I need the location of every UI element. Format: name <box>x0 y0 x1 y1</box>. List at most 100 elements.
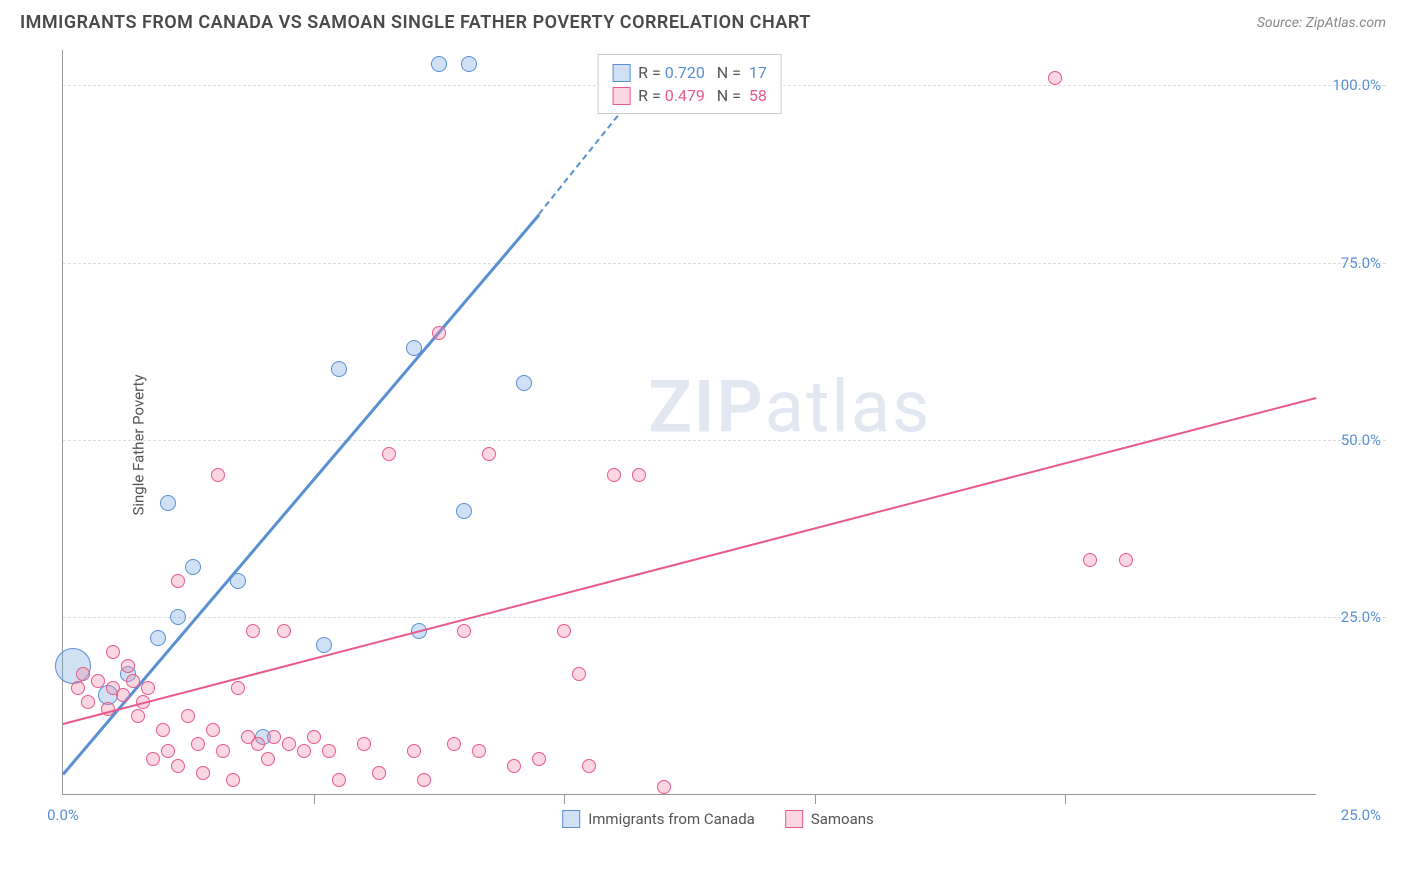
data-point <box>196 766 210 780</box>
data-point <box>461 56 477 72</box>
data-point <box>322 744 336 758</box>
scatter-plot: ZIPatlas R = 0.720 N = 17 R = 0.479 N = 5… <box>62 50 1316 795</box>
x-tick-label: 25.0% <box>1341 806 1381 824</box>
trend-line-dashed <box>538 107 625 215</box>
legend-item: Immigrants from Canada <box>562 810 755 828</box>
chart-area: Single Father Poverty ZIPatlas R = 0.720… <box>50 50 1386 840</box>
gridline-vertical <box>564 794 565 804</box>
data-point <box>141 681 155 695</box>
data-point <box>607 468 621 482</box>
data-point <box>246 624 260 638</box>
data-point <box>71 681 85 695</box>
data-point <box>417 773 431 787</box>
y-tick-label: 25.0% <box>1341 608 1381 626</box>
gridline-horizontal <box>63 440 1386 441</box>
data-point <box>557 624 571 638</box>
data-point <box>372 766 386 780</box>
trend-line <box>62 213 540 775</box>
data-point <box>191 737 205 751</box>
legend-swatch <box>562 810 580 828</box>
data-point <box>261 752 275 766</box>
legend-label: Samoans <box>811 810 874 828</box>
data-point <box>106 645 120 659</box>
y-tick-label: 50.0% <box>1341 431 1381 449</box>
data-point <box>226 773 240 787</box>
chart-title: IMMIGRANTS FROM CANADA VS SAMOAN SINGLE … <box>20 12 811 33</box>
gridline-vertical <box>314 794 315 804</box>
gridline-horizontal <box>63 617 1386 618</box>
data-point <box>357 737 371 751</box>
data-point <box>211 468 225 482</box>
data-point <box>331 361 347 377</box>
legend-stats: R = 0.479 N = 58 <box>638 86 767 105</box>
x-tick-label: 0.0% <box>47 806 79 824</box>
data-point <box>1048 71 1062 85</box>
legend-swatch <box>785 810 803 828</box>
legend-row: R = 0.479 N = 58 <box>612 84 767 107</box>
data-point <box>532 752 546 766</box>
y-tick-label: 100.0% <box>1332 76 1381 94</box>
data-point <box>171 759 185 773</box>
data-point <box>126 674 140 688</box>
data-point <box>121 659 135 673</box>
legend-swatch <box>612 64 630 82</box>
legend-row: R = 0.720 N = 17 <box>612 61 767 84</box>
data-point <box>332 773 346 787</box>
watermark: ZIPatlas <box>648 365 931 450</box>
data-point <box>277 624 291 638</box>
data-point <box>81 695 95 709</box>
data-point <box>131 709 145 723</box>
data-point <box>507 759 521 773</box>
data-point <box>116 688 130 702</box>
data-point <box>572 667 586 681</box>
data-point <box>170 609 186 625</box>
y-tick-label: 75.0% <box>1341 254 1381 272</box>
legend-swatch <box>612 87 630 105</box>
data-point <box>282 737 296 751</box>
data-point <box>431 56 447 72</box>
source-attribution: Source: ZipAtlas.com <box>1257 15 1386 31</box>
data-point <box>156 723 170 737</box>
data-point <box>472 744 486 758</box>
gridline-vertical <box>815 794 816 804</box>
data-point <box>216 744 230 758</box>
data-point <box>76 667 90 681</box>
data-point <box>146 752 160 766</box>
data-point <box>447 737 461 751</box>
series-legend: Immigrants from Canada Samoans <box>562 810 874 828</box>
data-point <box>171 574 185 588</box>
legend-stats: R = 0.720 N = 17 <box>638 63 767 82</box>
data-point <box>161 744 175 758</box>
source-label: Source: <box>1257 15 1302 31</box>
legend-label: Immigrants from Canada <box>588 810 755 828</box>
data-point <box>1083 553 1097 567</box>
data-point <box>267 730 281 744</box>
data-point <box>181 709 195 723</box>
data-point <box>432 326 446 340</box>
data-point <box>456 503 472 519</box>
data-point <box>91 674 105 688</box>
data-point <box>382 447 396 461</box>
data-point <box>1119 553 1133 567</box>
data-point <box>307 730 321 744</box>
data-point <box>516 375 532 391</box>
source-value: ZipAtlas.com <box>1306 15 1386 31</box>
data-point <box>150 630 166 646</box>
data-point <box>316 637 332 653</box>
data-point <box>231 681 245 695</box>
data-point <box>160 495 176 511</box>
data-point <box>457 624 471 638</box>
data-point <box>482 447 496 461</box>
data-point <box>185 559 201 575</box>
data-point <box>657 780 671 794</box>
legend-item: Samoans <box>785 810 874 828</box>
data-point <box>407 744 421 758</box>
data-point <box>251 737 265 751</box>
data-point <box>297 744 311 758</box>
gridline-vertical <box>1065 794 1066 804</box>
data-point <box>206 723 220 737</box>
data-point <box>582 759 596 773</box>
correlation-legend: R = 0.720 N = 17 R = 0.479 N = 58 <box>597 54 782 114</box>
data-point <box>632 468 646 482</box>
gridline-horizontal <box>63 263 1386 264</box>
